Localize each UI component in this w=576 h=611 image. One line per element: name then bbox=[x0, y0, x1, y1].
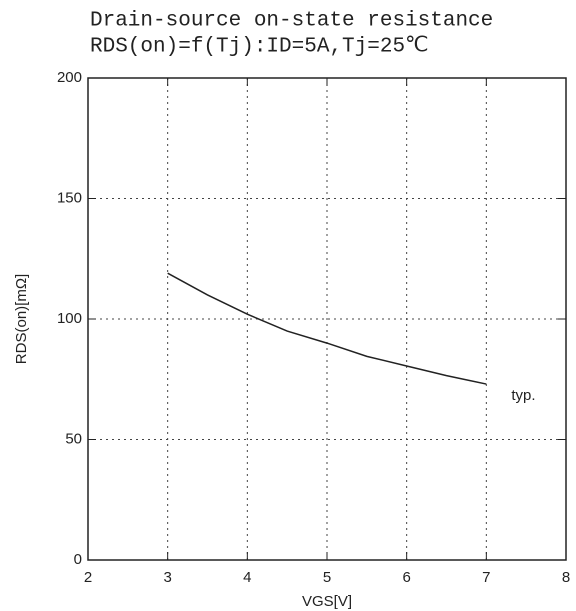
x-tick-label: 4 bbox=[243, 569, 251, 586]
chart-title: Drain-source on-state resistance bbox=[90, 10, 493, 33]
chart-subtitle: RDS(on)=f(Tj):ID=5A,Tj=25℃ bbox=[90, 36, 429, 59]
y-tick-label: 50 bbox=[65, 430, 82, 447]
series-label: typ. bbox=[511, 387, 535, 404]
x-axis-label: VGS[V] bbox=[302, 593, 352, 610]
x-tick-label: 7 bbox=[482, 569, 490, 586]
y-tick-label: 200 bbox=[57, 69, 82, 86]
line bbox=[167, 272, 487, 385]
x-tick-label: 2 bbox=[84, 569, 92, 586]
y-axis-label: RDS(on)[mΩ] bbox=[13, 274, 30, 364]
y-tick-label: 150 bbox=[57, 189, 82, 206]
y-tick-label: 100 bbox=[57, 310, 82, 327]
x-tick-label: 3 bbox=[163, 569, 171, 586]
x-tick-label: 6 bbox=[402, 569, 410, 586]
x-tick-label: 8 bbox=[562, 569, 570, 586]
x-tick-label: 5 bbox=[323, 569, 331, 586]
y-tick-label: 0 bbox=[74, 551, 82, 568]
plot-frame bbox=[87, 77, 567, 561]
